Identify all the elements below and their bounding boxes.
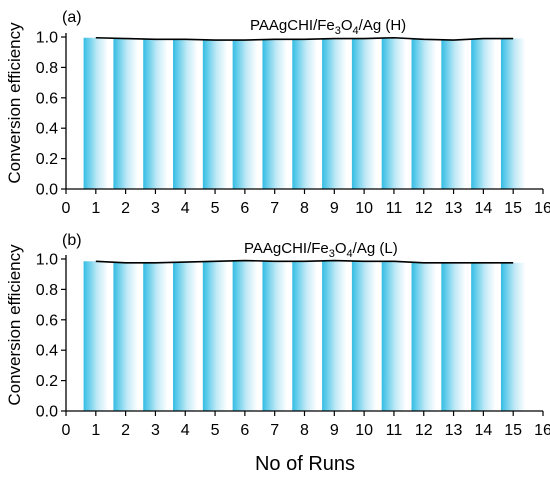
bar <box>351 261 377 411</box>
x-tick-label: 10 <box>355 422 373 439</box>
x-axis-title: No of Runs <box>255 453 355 475</box>
x-tick-label: 16 <box>534 422 550 439</box>
bar <box>143 39 168 189</box>
series-label: PAAgCHI/Fe3O4/Ag (H) <box>250 17 406 37</box>
x-tick-label: 13 <box>445 200 463 217</box>
x-tick-label: 15 <box>504 200 522 217</box>
bar <box>262 261 287 411</box>
bar <box>262 39 287 189</box>
x-tick-label: 6 <box>240 422 249 439</box>
y-tick-label: 0.6 <box>36 312 58 329</box>
x-tick-label: 5 <box>211 200 220 217</box>
bar <box>441 40 466 189</box>
series-label: PAAgCHI/Fe3O4/Ag (L) <box>244 240 398 260</box>
x-tick-label: 15 <box>504 422 522 439</box>
panel-label: (b) <box>62 232 82 249</box>
y-tick-label: 0.8 <box>36 282 58 299</box>
bar <box>202 261 228 411</box>
bar <box>173 262 198 411</box>
bar <box>83 261 109 411</box>
x-tick-label: 10 <box>355 200 373 217</box>
y-tick-label: 0.0 <box>36 404 58 421</box>
x-tick-label: 0 <box>62 422 71 439</box>
y-tick-label: 0.4 <box>36 343 58 360</box>
x-tick-label: 8 <box>300 200 309 217</box>
bar <box>322 260 347 411</box>
x-tick-label: 0 <box>62 200 71 217</box>
bar <box>441 262 466 411</box>
y-tick-label: 0.2 <box>36 151 58 168</box>
x-tick-label: 14 <box>474 422 492 439</box>
y-axis-title: Conversion efficiency <box>5 244 24 406</box>
bar <box>381 37 407 190</box>
y-tick-label: 1.0 <box>36 30 58 47</box>
y-tick-label: 0.2 <box>36 373 58 390</box>
y-tick-label: 0.0 <box>36 182 58 199</box>
y-tick-label: 0.6 <box>36 90 58 107</box>
bar <box>232 260 258 411</box>
bar <box>411 262 436 411</box>
bar <box>143 262 168 411</box>
bar <box>381 261 407 411</box>
bar <box>322 38 347 189</box>
x-tick-label: 12 <box>415 200 433 217</box>
series-line <box>95 259 514 264</box>
x-tick-label: 4 <box>181 200 190 217</box>
bar <box>500 262 526 411</box>
bar <box>173 39 198 189</box>
x-tick-label: 11 <box>386 200 403 217</box>
bar <box>83 37 109 190</box>
x-tick-label: 4 <box>181 422 190 439</box>
x-tick-label: 1 <box>91 422 100 439</box>
x-tick-label: 3 <box>151 200 160 217</box>
bar <box>113 262 138 411</box>
bar <box>351 38 377 189</box>
bar <box>292 39 317 189</box>
bar <box>202 40 228 189</box>
x-tick-label: 7 <box>270 422 279 439</box>
series-line <box>95 36 514 41</box>
x-tick-label: 14 <box>474 200 492 217</box>
x-tick-label: 2 <box>121 422 130 439</box>
x-tick-label: 8 <box>300 422 309 439</box>
x-tick-label: 9 <box>330 422 339 439</box>
x-tick-label: 13 <box>445 422 463 439</box>
panel-b: (b) PAAgCHI/Fe3O4/Ag (L) Conversion effi… <box>5 232 550 439</box>
x-tick-label: 2 <box>121 200 130 217</box>
y-tick-label: 1.0 <box>36 252 58 269</box>
x-tick-label: 6 <box>240 200 249 217</box>
bar <box>500 38 526 189</box>
bar <box>471 262 496 411</box>
x-tick-label: 7 <box>270 200 279 217</box>
bar <box>232 40 258 189</box>
y-tick-label: 0.4 <box>36 121 58 138</box>
x-tick-label: 1 <box>91 200 100 217</box>
x-tick-label: 9 <box>330 200 339 217</box>
x-tick-label: 5 <box>211 422 220 439</box>
bar <box>113 38 138 189</box>
x-tick-label: 3 <box>151 422 160 439</box>
y-axis-title: Conversion efficiency <box>5 22 24 184</box>
x-tick-label: 11 <box>386 422 403 439</box>
panel-label: (a) <box>62 9 82 26</box>
bar <box>471 38 496 189</box>
x-tick-label: 12 <box>415 422 433 439</box>
y-tick-label: 0.8 <box>36 60 58 77</box>
x-tick-label: 16 <box>534 200 550 217</box>
bar <box>411 39 436 189</box>
panel-a: (a) PAAgCHI/Fe3O4/Ag (H) Conversion effi… <box>5 9 550 217</box>
bar <box>292 261 317 411</box>
